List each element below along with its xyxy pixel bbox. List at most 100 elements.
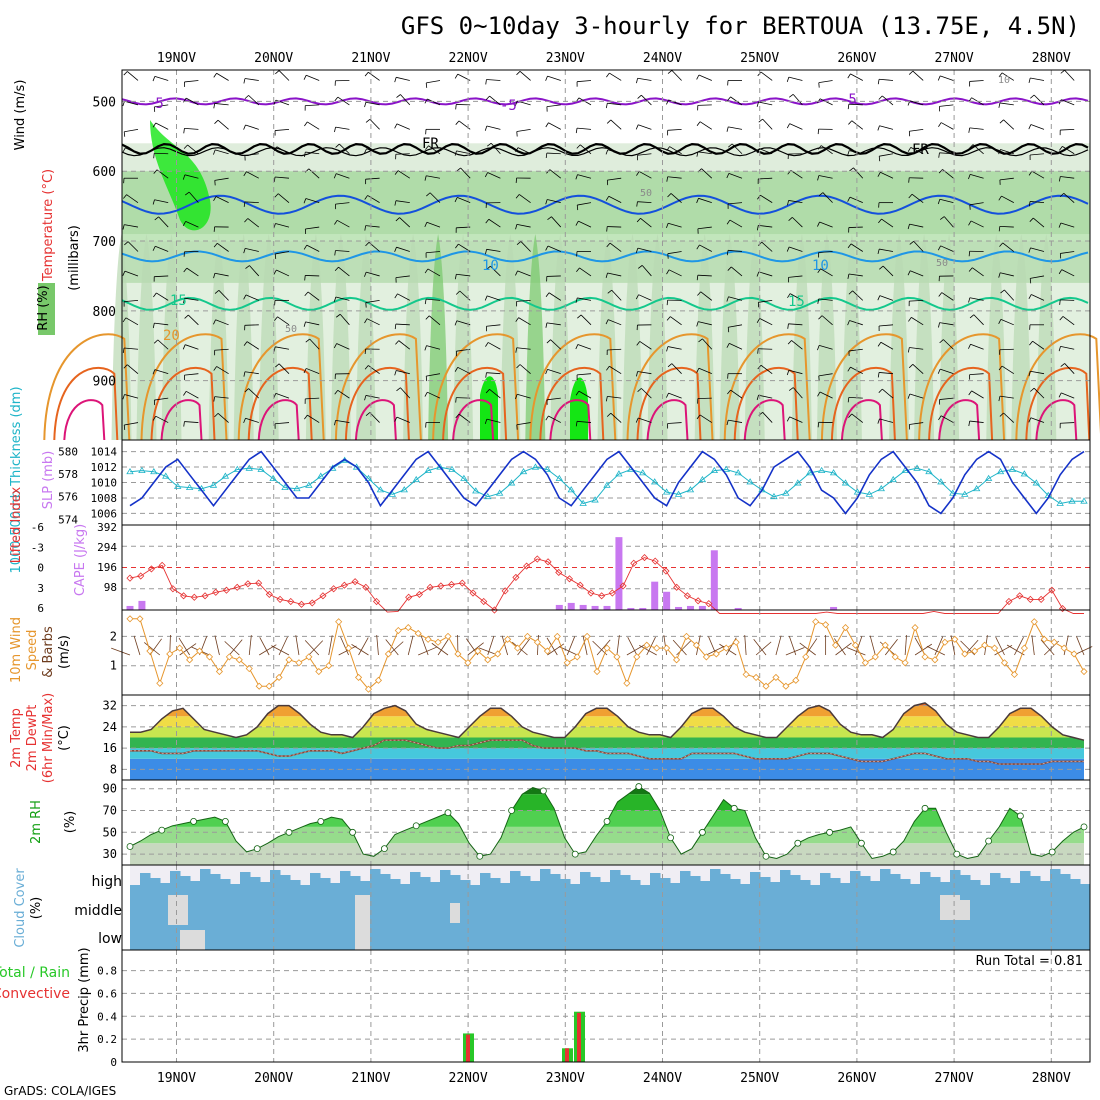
wind-speed-point (752, 673, 760, 681)
rh-plume (330, 234, 351, 440)
rh-point (412, 822, 420, 830)
cloud-high-bar (250, 877, 261, 891)
wind-barb (365, 101, 380, 106)
thickness-point (853, 488, 862, 495)
temp-contour-25 (53, 366, 119, 441)
wind-speed-point (692, 641, 701, 649)
wind-barb (278, 70, 290, 81)
thickness-point (698, 475, 707, 483)
wind-speed-point (374, 676, 383, 684)
wind-barb (214, 103, 229, 106)
wind-barb (467, 642, 484, 656)
wind-speed-point (841, 624, 850, 632)
wind-barb (243, 78, 246, 84)
wind-barb (912, 70, 924, 81)
contour-label: FR (422, 136, 439, 152)
wind-barb (395, 275, 410, 279)
wind-barb (822, 192, 833, 203)
wind-speed-point (176, 644, 184, 652)
wind-barb (666, 269, 670, 275)
wind-barb (396, 123, 410, 130)
wind-barb (394, 293, 398, 299)
thickness-point (364, 474, 373, 481)
precip-convective-bar (565, 1048, 569, 1062)
lifted-index-point (501, 587, 509, 595)
temp-tick-label: 24 (103, 720, 117, 734)
wind-barb (877, 172, 881, 177)
cloud-high-bar (950, 870, 961, 891)
wind-barb (756, 148, 760, 154)
thickness-point (567, 486, 575, 493)
wind-barb (759, 318, 773, 326)
wind-barb (998, 102, 1001, 108)
wind-barb (968, 344, 971, 349)
y-tick-label: 700 (93, 235, 116, 250)
wind-barb (969, 80, 984, 82)
wind-barb (1030, 77, 1045, 81)
lifted-index-point (1005, 597, 1013, 606)
wind-barb (1003, 412, 1015, 423)
wind-barb (278, 193, 290, 203)
wind-barb (753, 638, 767, 656)
x-tick-label: 26NOV (837, 51, 876, 66)
wind-barb (577, 297, 592, 301)
wind-speed-point (265, 682, 273, 690)
wind-barb (243, 171, 247, 177)
cloud-high-bar (1050, 869, 1061, 891)
wind-barb (154, 322, 169, 326)
wind-barb (787, 293, 791, 298)
wind-barb (244, 218, 249, 223)
lifted-index-point (126, 574, 134, 582)
wind-barb (968, 267, 973, 272)
wind-barb (848, 103, 863, 106)
wind-barb (999, 242, 1004, 247)
wind-barb (934, 636, 944, 656)
rh-point (476, 852, 484, 860)
wind-barb (484, 172, 488, 178)
lifted-index-point (255, 579, 263, 587)
lifted-index-point (1026, 595, 1034, 603)
wind-speed-point (235, 656, 243, 664)
wind-speed-point (305, 653, 313, 661)
lifted-index-point (673, 583, 681, 591)
wind-barb (547, 368, 561, 375)
wind-barb (1060, 69, 1065, 74)
wind-barb (218, 290, 229, 301)
wind-barb (155, 122, 169, 130)
wind-barb (122, 394, 125, 400)
wind-barb (969, 202, 984, 206)
cloud-high-bar (530, 881, 541, 891)
wind-barb (546, 322, 561, 326)
wind-barb (761, 241, 773, 252)
wind-barb (183, 298, 185, 304)
wind-speed-point (504, 635, 512, 643)
wind-speed-point (573, 653, 581, 661)
wind-barb (515, 224, 518, 230)
cloud-high-bar (610, 870, 621, 891)
wind-barb (909, 128, 924, 132)
wind-barb (395, 200, 410, 204)
wind-barb (366, 148, 380, 155)
wind-barb (995, 636, 1005, 656)
wind-speed-point (682, 632, 691, 640)
wind-barb (938, 415, 942, 421)
wind-barb (580, 144, 592, 155)
temp-contour-20 (820, 333, 908, 441)
cloud-high-bar (820, 873, 831, 891)
x-tick-label: 26NOV (837, 1071, 876, 1086)
rh-tick-label: 50 (103, 825, 117, 839)
wind-barb (877, 418, 880, 424)
wind-barb (396, 246, 410, 252)
wind-barb (455, 397, 457, 403)
wind-barb (424, 175, 427, 181)
thickness-point (233, 465, 242, 472)
wind-barb (609, 72, 622, 81)
wind-barb (641, 94, 652, 106)
wind-barb (1064, 69, 1075, 81)
wind-barb (153, 169, 158, 174)
wind-barb (758, 271, 773, 277)
wind-barb (760, 194, 773, 203)
thickness-point (448, 465, 456, 472)
wind-barb (395, 323, 410, 326)
thickness-point (650, 478, 659, 485)
